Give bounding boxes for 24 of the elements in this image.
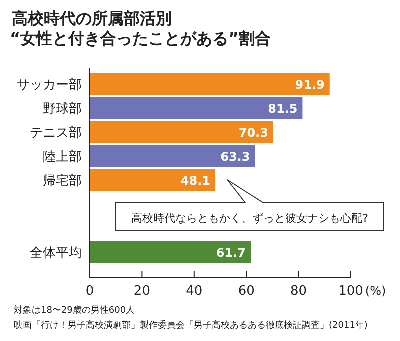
y-tick-label: 陸上部 bbox=[43, 150, 82, 165]
y-tick-label: 帰宅部 bbox=[43, 173, 82, 189]
x-tick-label: 20 bbox=[134, 284, 150, 299]
y-tick-label: テニス部 bbox=[30, 126, 82, 141]
data-label: 91.9 bbox=[295, 78, 325, 92]
y-tick-label: サッカー部 bbox=[17, 78, 82, 93]
chart-title: 高校時代の所属部活別 bbox=[12, 9, 172, 28]
y-tick-label: 全体平均 bbox=[30, 246, 82, 261]
text: 対象は18〜29歳の男性600人 bbox=[14, 305, 136, 316]
x-axis-title: (%) bbox=[365, 284, 386, 298]
y-tick-label: 野球部 bbox=[43, 102, 82, 117]
x-tick-label: 0 bbox=[86, 284, 94, 299]
chart-subtitle: “女性と付き合ったことがある”割合 bbox=[10, 29, 272, 48]
text: 映画「行け！男子高校演劇部」製作委員会「男子高校あるある徹底検証調査」(2011年) bbox=[14, 320, 368, 331]
x-tick-label: 40 bbox=[186, 284, 203, 299]
data-label: 61.7 bbox=[216, 246, 246, 260]
annotation: 高校時代ならともかく、ずっと彼女ナシも心配? bbox=[132, 212, 369, 225]
data-label: 70.3 bbox=[238, 126, 268, 140]
data-label: 48.1 bbox=[180, 174, 211, 188]
x-tick-label: 80 bbox=[290, 284, 308, 299]
data-label: 63.3 bbox=[220, 150, 250, 164]
x-tick-label: 60 bbox=[238, 284, 255, 299]
x-tick-label: 100 bbox=[338, 284, 364, 299]
data-label: 81.5 bbox=[268, 102, 298, 116]
